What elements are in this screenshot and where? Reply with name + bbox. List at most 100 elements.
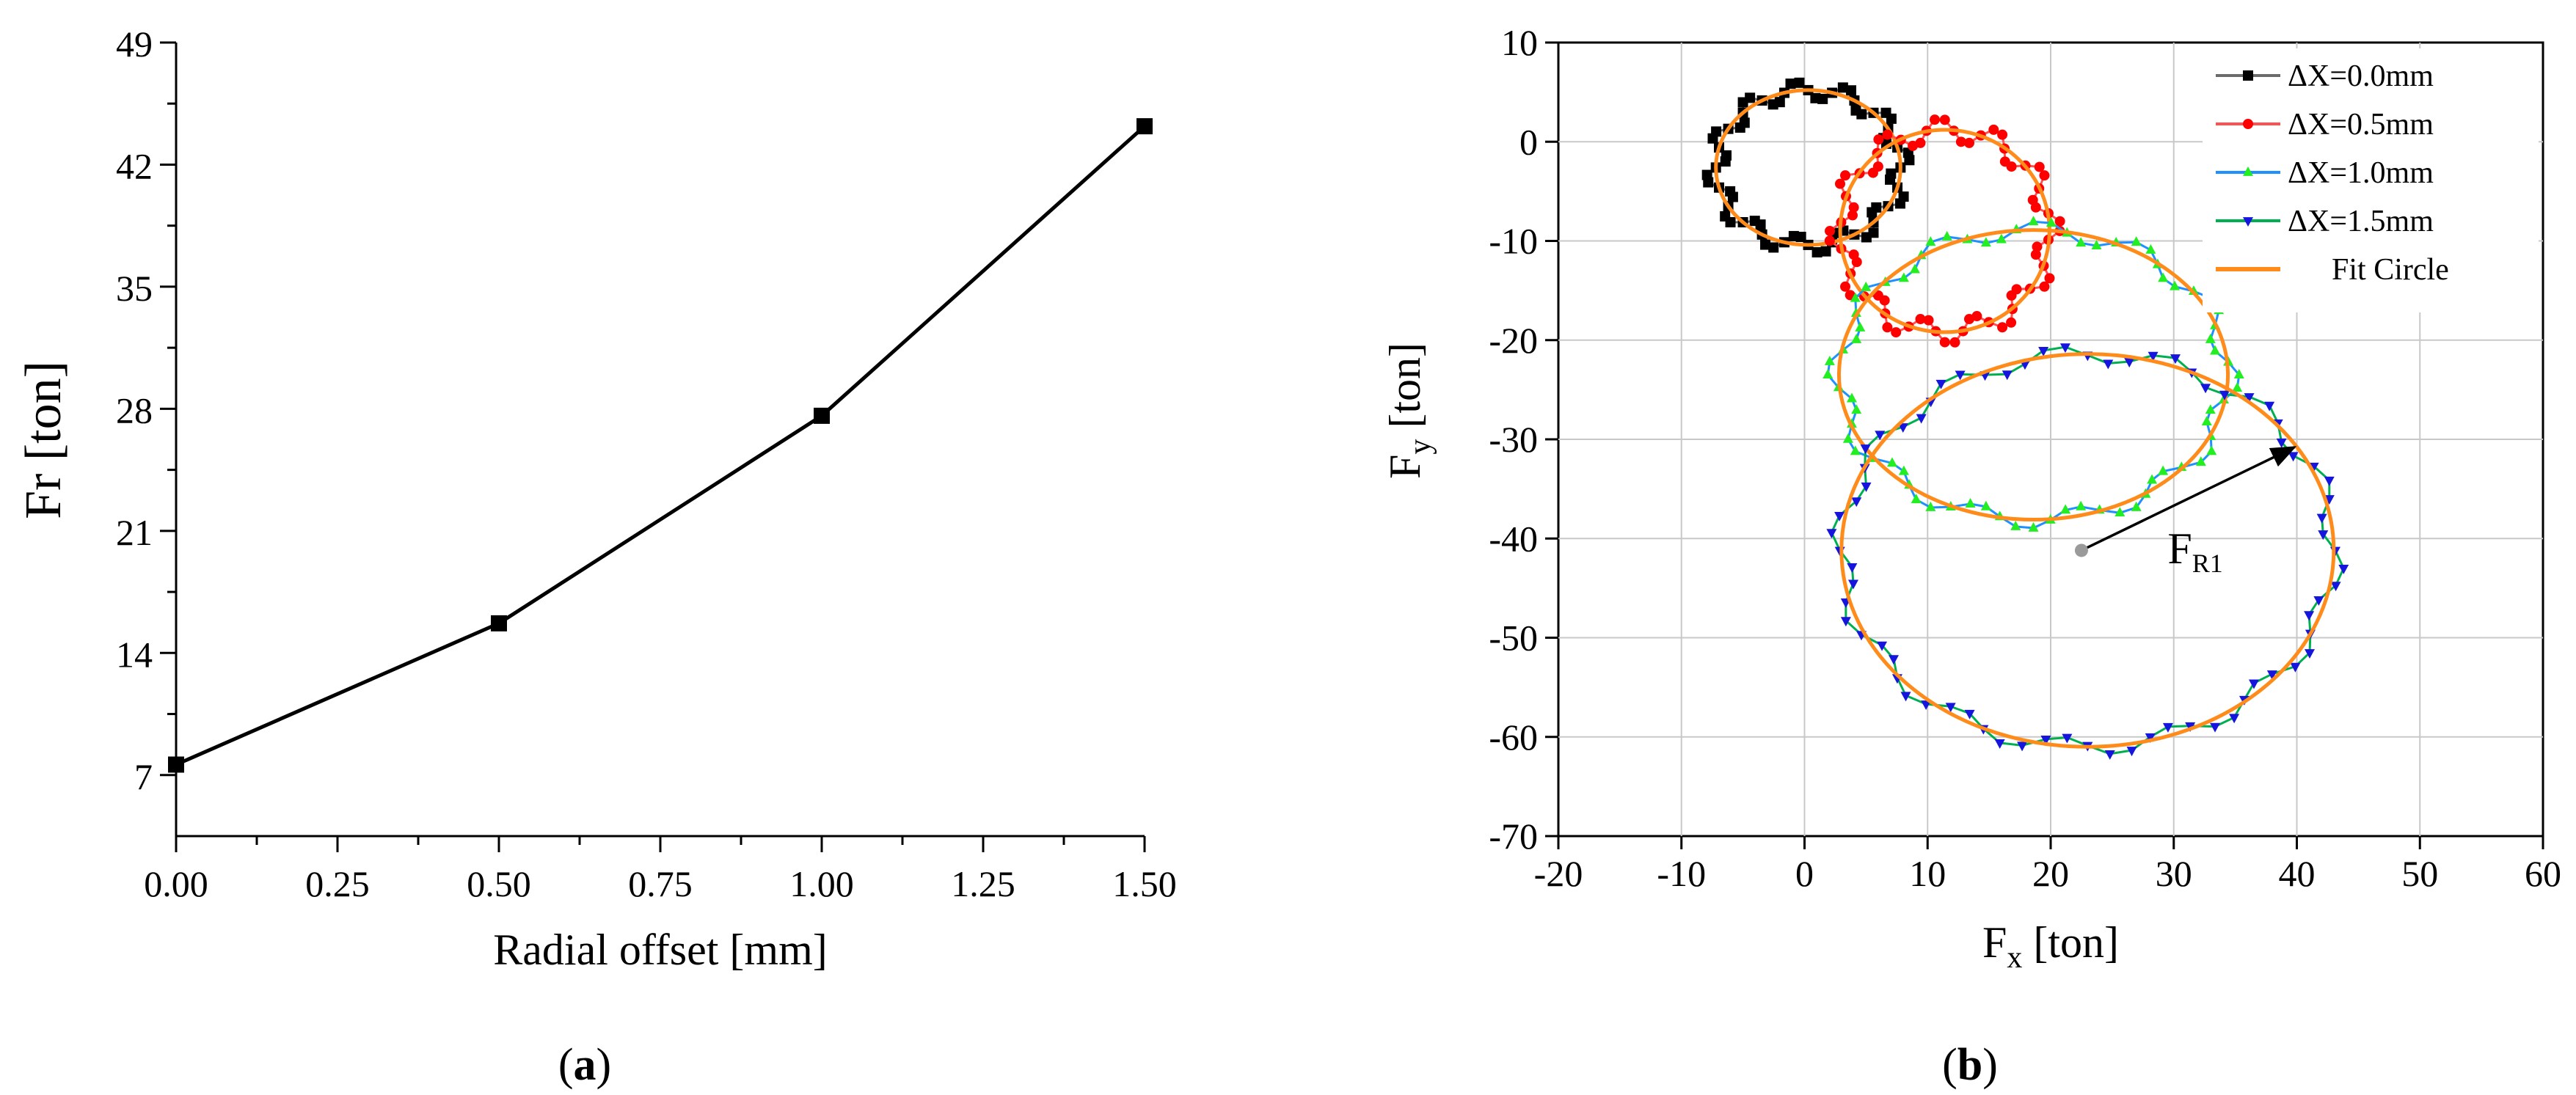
panel-b-data-point	[1900, 692, 1911, 702]
panel-b-data-point	[1725, 217, 1736, 228]
panel-b-data-point	[1909, 263, 1920, 274]
panel-b-x-axis-label: Fx [ton]	[1982, 918, 2119, 975]
panel-b-data-point	[1825, 225, 1836, 236]
panel-b-data-point	[2158, 465, 2169, 475]
panel-b-data-point	[1882, 129, 1893, 140]
panel-a-y-axis-label: Fr [ton]	[15, 361, 72, 519]
fit-center-dot	[2074, 543, 2088, 557]
panel-b-x-tick-label: 20	[2032, 853, 2069, 894]
legend-item: ΔX=1.5mm	[2216, 205, 2434, 238]
panel-b-label: (b)	[1942, 1040, 1998, 1090]
panel-b-data-point	[2145, 733, 2156, 743]
panel-b-data-point	[2076, 237, 2087, 247]
panel-b-data-point	[1923, 315, 1934, 326]
panel-b-data-point	[2034, 161, 2045, 172]
legend-item: ΔX=1.0mm	[2216, 156, 2434, 190]
panel-b-x-tick-label: 0	[1795, 853, 1814, 894]
f-r1-label-sub: R1	[2192, 549, 2223, 578]
panel-b-data-point	[1785, 78, 1796, 89]
panel-b-data-point	[2318, 530, 2329, 541]
panel-b-data-point	[2170, 354, 2181, 365]
panel-a-label-open: (	[558, 1040, 574, 1090]
panel-b-data-point	[1707, 133, 1718, 144]
panel-b-data-point	[1822, 369, 1834, 378]
panel-b-data-point	[2248, 679, 2259, 689]
panel-a-y-tick-label: 14	[116, 634, 153, 675]
f-r1-label: FR1	[2167, 524, 2222, 578]
panel-b-data-point	[1925, 501, 1936, 511]
panel-a-x-tick-label: 0.50	[467, 863, 531, 904]
panel-b-legend: ΔX=0.0mm ΔX=0.5mm ΔX=1.0mm ΔX=1.5mm Fit Circ…	[2203, 48, 2539, 312]
panel-b-data-point	[2126, 747, 2137, 757]
panel-b-data-point	[2266, 670, 2277, 681]
panel-b-data-point	[1760, 239, 1771, 250]
legend-marker-sample	[2243, 217, 2253, 227]
f-r1-label-main: F	[2167, 524, 2192, 573]
panel-b-data-point	[2316, 513, 2327, 524]
panel-b-data-point	[1997, 322, 2008, 333]
panel-b-data-point	[1840, 170, 1851, 181]
panel-b-data-point	[2330, 582, 2341, 592]
panel-b-data-point	[1851, 497, 1862, 508]
panel-b-y-tick-label: 10	[1501, 22, 1538, 63]
panel-b-data-point	[1965, 498, 1976, 508]
panel-a-x-tick-label: 0.25	[305, 863, 370, 904]
panel-b-data-point	[2010, 520, 2021, 530]
panel-b-data-point	[2244, 393, 2255, 403]
panel-b-label-close: )	[1982, 1040, 1998, 1090]
panel-b-data-point	[2158, 272, 2169, 282]
panel-b-x-tick-label: 30	[2156, 853, 2192, 894]
panel-b-data-point	[2148, 351, 2159, 362]
panel-b-data-point	[2338, 564, 2349, 574]
panel-b-data-point	[1889, 655, 1900, 665]
panel-b-data-point	[1980, 500, 1991, 510]
panel-b-data-point	[1842, 433, 1853, 443]
panel-b-data-point	[2040, 736, 2051, 745]
panel-b-data-point	[2104, 750, 2115, 760]
panel-b-x-tick-label: -10	[1657, 853, 1706, 894]
panel-b-data-point	[1915, 314, 1926, 325]
panel-b-label-open: (	[1942, 1040, 1957, 1090]
panel-b-data-point	[2011, 284, 2022, 295]
panel-b-data-point	[2032, 241, 2043, 252]
panel-b-data-point	[1703, 177, 1714, 188]
panel-b-data-point	[2229, 714, 2240, 724]
panel-b-data-point	[1886, 457, 1897, 467]
panel-b-data-point	[2131, 501, 2142, 511]
panel-b-data-point	[2324, 495, 2335, 505]
panel-b-data-point	[2027, 194, 2038, 205]
panel-a-y-tick-label: 21	[116, 512, 153, 553]
panel-b-y-tick-label: -50	[1489, 618, 1538, 659]
panel-b-data-point	[1897, 423, 1908, 433]
panel-b-data-point	[1935, 379, 1946, 389]
panel-b-data-point	[1861, 281, 1872, 291]
panel-b-y-tick-label: -70	[1489, 816, 1538, 857]
legend-marker-sample	[2243, 166, 2253, 176]
panel-b-data-point	[1824, 355, 1835, 365]
panel-b-series-0	[1701, 77, 1915, 258]
panel-b-data-point	[1847, 210, 1858, 221]
panel-a-y-tick-label: 28	[116, 389, 153, 431]
y-label-main: F	[1381, 455, 1429, 479]
panel-b-data-point	[1837, 82, 1848, 93]
panel-b-data-point	[2044, 273, 2055, 284]
panel-b-data-point	[2054, 216, 2065, 227]
panel-b-data-point	[1755, 219, 1766, 230]
panel-b-chart: -20 -10 0 10 20 30 40 50 60 10 0 -10 -20 -30 -40 -50 -6…	[1381, 22, 2561, 1090]
panel-b-data-point	[1855, 321, 1866, 332]
legend-item: Fit Circle	[2216, 253, 2449, 287]
panel-b-data-point	[2304, 611, 2315, 621]
panel-a-label-letter: a	[574, 1040, 596, 1090]
panel-b-data-point	[1794, 77, 1805, 88]
legend-label: ΔX=0.0mm	[2288, 59, 2434, 93]
panel-a-label-close: )	[596, 1040, 612, 1090]
panel-b-data-point	[1795, 232, 1806, 243]
panel-b-data-point	[2046, 217, 2057, 227]
panel-b-x-tick-label: 50	[2401, 853, 2438, 894]
panel-b-data-point	[1945, 703, 1956, 713]
panel-b-data-point	[1850, 292, 1861, 302]
panel-b-data-point	[1810, 92, 1821, 103]
panel-b-data-point	[1971, 311, 1982, 322]
panel-b-data-point	[1891, 327, 1902, 338]
